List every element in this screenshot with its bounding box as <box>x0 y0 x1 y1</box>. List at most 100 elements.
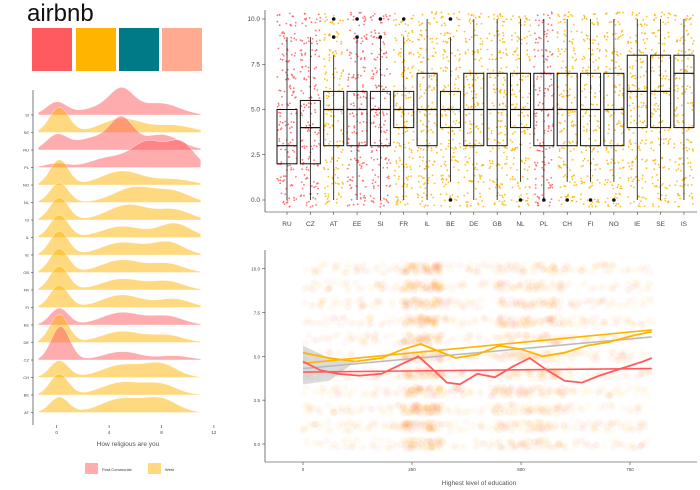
scatter-point <box>627 353 635 361</box>
jitter-point <box>615 149 617 152</box>
scatter-point <box>577 266 585 274</box>
jitter-point <box>323 168 326 171</box>
jitter-point <box>312 196 314 199</box>
scatter-point <box>430 321 438 329</box>
jitter-point <box>628 165 631 168</box>
scatter-point <box>300 391 308 399</box>
jitter-point <box>308 200 310 203</box>
scatter-point <box>509 409 518 417</box>
scatter-point <box>343 390 351 398</box>
jitter-point <box>537 24 540 27</box>
jitter-point <box>404 94 407 97</box>
scatter-point <box>423 317 431 325</box>
jitter-point <box>565 84 567 86</box>
jitter-point <box>524 15 527 17</box>
scatter-point <box>560 441 568 449</box>
scatter-point <box>557 280 565 288</box>
jitter-point <box>281 95 283 98</box>
scatter-point <box>497 351 505 359</box>
scatter-point <box>502 421 510 429</box>
scatter-point <box>412 419 420 427</box>
jitter-point <box>304 178 307 180</box>
scatter-point <box>450 301 458 309</box>
scatter-point <box>424 315 432 323</box>
scatter-point <box>406 421 414 429</box>
scatter-point <box>552 404 561 412</box>
jitter-point <box>645 106 647 109</box>
scatter-point <box>532 284 541 292</box>
scatter-point <box>424 408 432 416</box>
jitter-point <box>633 200 635 203</box>
scatter-point <box>542 440 550 449</box>
jitter-point <box>308 17 311 19</box>
scatter-point <box>557 279 565 287</box>
scatter-point <box>500 268 508 276</box>
jitter-point <box>385 56 388 59</box>
scatter-point <box>548 425 556 433</box>
jitter-point <box>692 203 694 205</box>
jitter-point <box>588 47 590 50</box>
jitter-point <box>426 204 429 207</box>
scatter-point <box>541 315 550 323</box>
jitter-point <box>374 84 377 87</box>
jitter-point <box>468 157 471 160</box>
scatter-point <box>411 295 420 303</box>
jitter-point <box>653 168 656 171</box>
scatter-point <box>520 352 528 360</box>
jitter-point <box>377 84 380 87</box>
jitter-point <box>363 200 366 202</box>
jitter-point <box>617 38 619 40</box>
jitter-point <box>661 42 664 45</box>
scatter-point <box>407 426 415 434</box>
scatter-point <box>475 281 483 289</box>
jitter-point <box>443 34 446 37</box>
jitter-point <box>420 33 423 36</box>
jitter-point <box>520 38 523 41</box>
scatter-point <box>508 391 516 399</box>
jitter-point <box>419 53 421 56</box>
jitter-point <box>457 18 459 21</box>
jitter-point <box>324 73 327 75</box>
jitter-point <box>292 15 295 18</box>
scatter-point <box>518 418 526 426</box>
jitter-point <box>375 86 378 88</box>
scatter-point <box>600 261 609 269</box>
scatter-point <box>528 385 536 393</box>
scatter-point <box>306 372 314 380</box>
scatter-point <box>600 282 608 290</box>
jitter-point <box>627 145 630 148</box>
scatter-point <box>543 424 551 432</box>
jitter-point <box>545 58 547 61</box>
scatter-point <box>495 439 503 447</box>
scatter-point <box>409 297 417 305</box>
scatter-point <box>371 331 379 339</box>
jitter-point <box>657 205 660 208</box>
scatter-point <box>433 333 441 341</box>
scatter-point <box>423 403 431 411</box>
scatter-point <box>561 388 569 396</box>
scatter-point <box>480 440 488 448</box>
jitter-point <box>550 78 552 81</box>
jitter-point <box>665 137 667 140</box>
scatter-point <box>546 319 554 327</box>
scatter-point <box>349 409 357 417</box>
jitter-point <box>573 181 576 184</box>
jitter-point <box>502 203 505 206</box>
jitter-point <box>351 76 353 79</box>
jitter-point <box>523 168 526 171</box>
jitter-point <box>585 69 587 72</box>
jitter-point <box>658 166 661 169</box>
jitter-point <box>630 91 632 94</box>
scatter-point <box>318 296 326 304</box>
jitter-point <box>620 132 623 135</box>
jitter-point <box>458 121 461 124</box>
jitter-point <box>479 177 482 180</box>
scatter-point <box>496 390 504 398</box>
jitter-point <box>592 13 595 16</box>
jitter-point <box>561 147 563 149</box>
scatter-point <box>370 336 378 344</box>
scatter-point <box>433 402 441 410</box>
jitter-point <box>464 156 467 158</box>
scatter-point <box>497 443 505 451</box>
jitter-point <box>522 106 525 109</box>
